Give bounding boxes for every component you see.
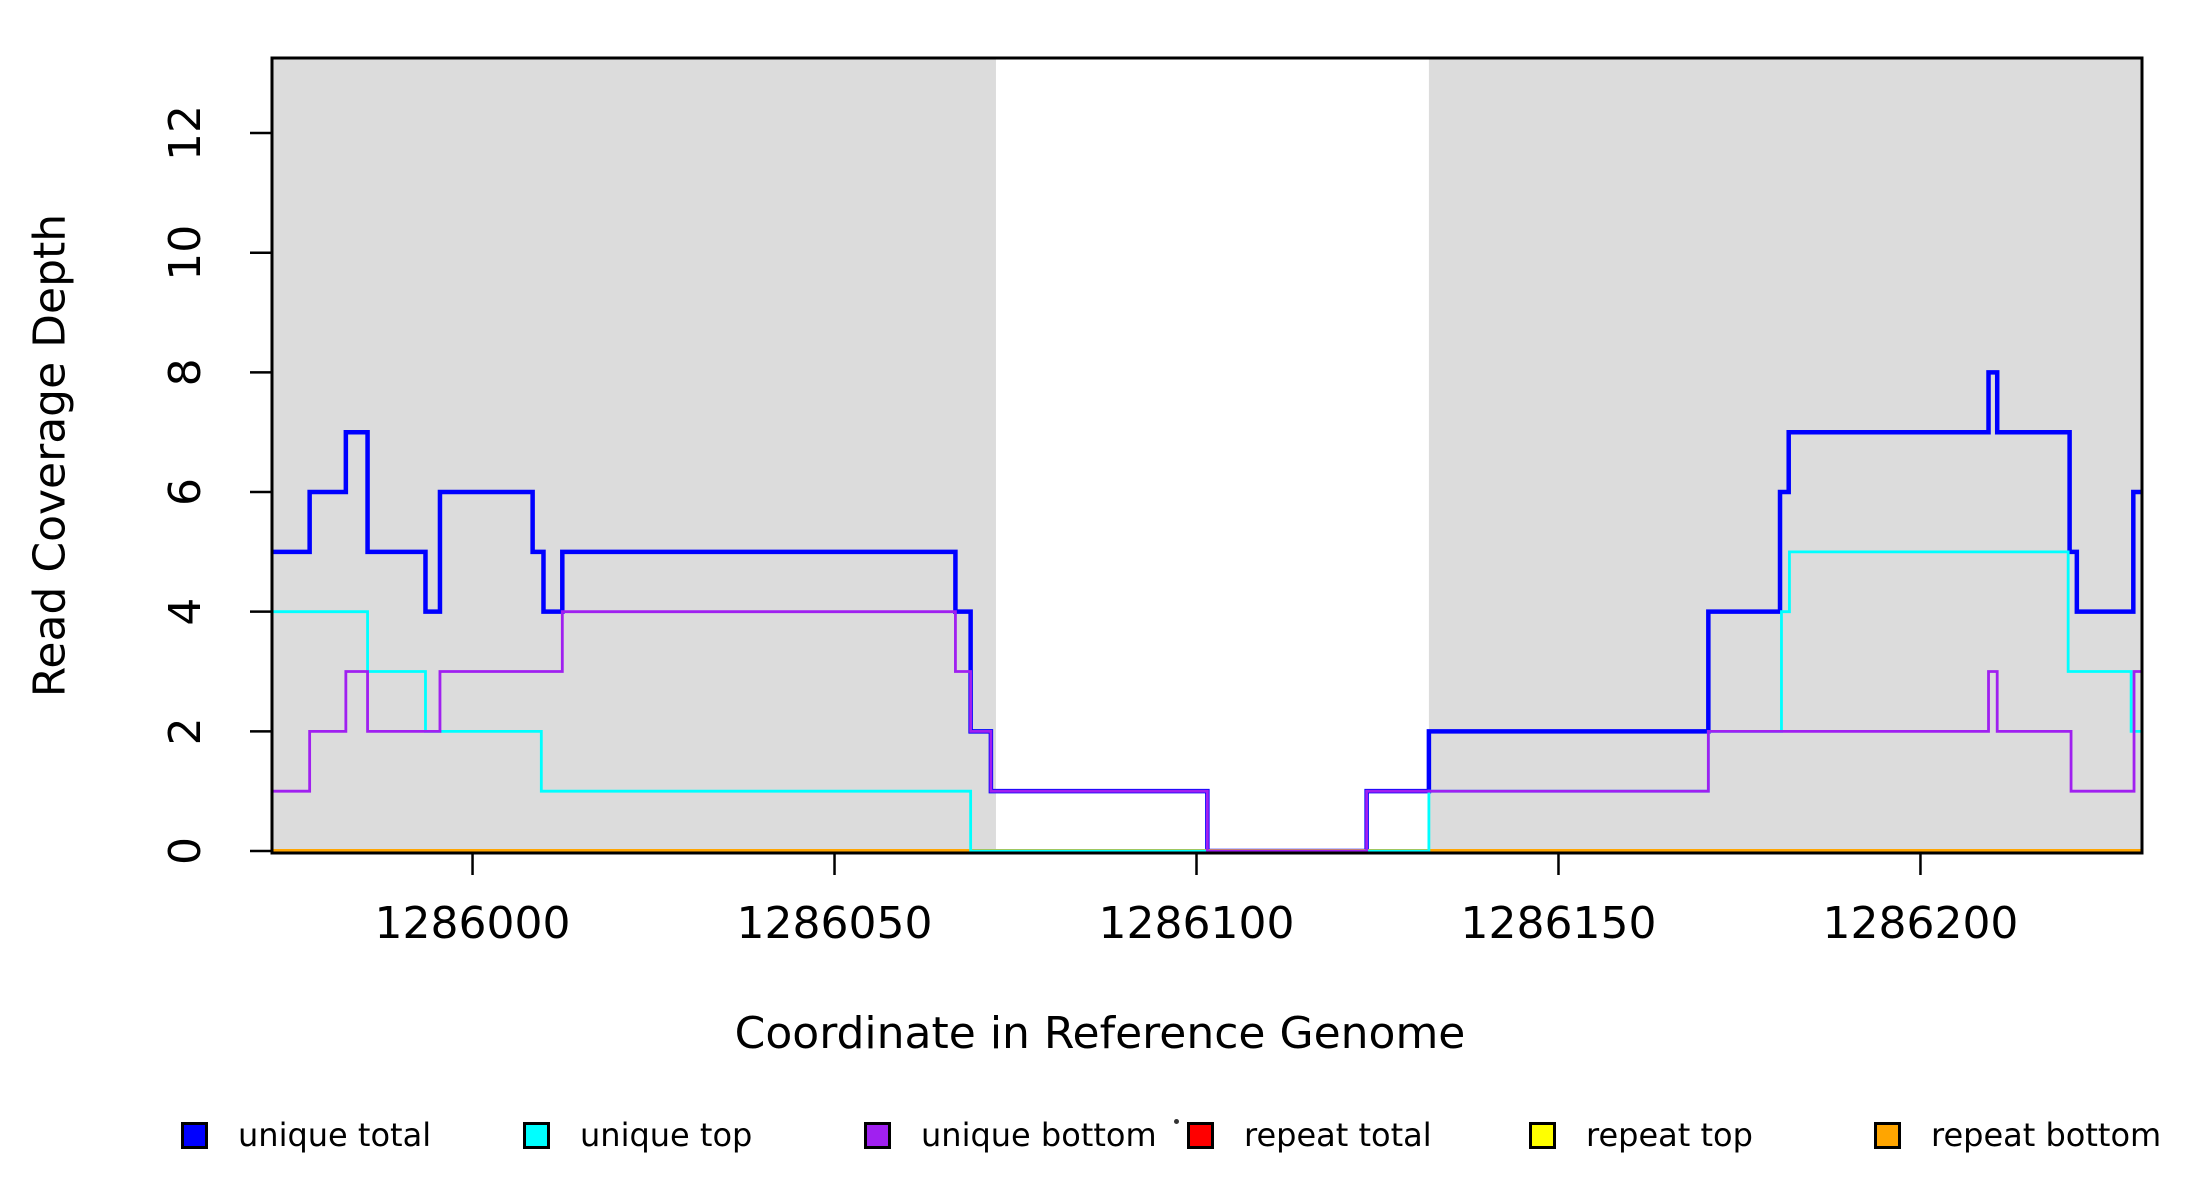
y-tick-label: 8: [160, 358, 211, 386]
x-tick-label: 1286150: [1461, 898, 1657, 949]
x-tick-label: 1286200: [1822, 898, 2018, 949]
legend-item-repeat-top: repeat top: [1529, 1108, 1753, 1162]
y-tick-label: 2: [160, 717, 211, 745]
legend-item-unique-bottom: unique bottom: [864, 1108, 1157, 1162]
series-line-unique-bottom: [272, 610, 2142, 853]
x-tick-label: 1286100: [1099, 898, 1295, 949]
y-tick-label: 6: [160, 478, 211, 506]
legend-swatch-unique-top: [523, 1121, 550, 1149]
legend-item-repeat-bottom: repeat bottom: [1874, 1108, 2161, 1162]
legend-label: repeat top: [1586, 1116, 1753, 1154]
shaded-regions: [272, 58, 2142, 853]
legend: unique total unique top unique bottom repea…: [0, 1108, 2200, 1162]
legend-swatch-unique-bottom: [864, 1121, 891, 1149]
series-lines: [272, 370, 2142, 854]
y-axis-title: Read Coverage Depth: [24, 213, 76, 698]
legend-swatch-unique-total: [181, 1121, 208, 1149]
right-unique-region: [1428, 58, 2142, 853]
legend-label: repeat total: [1244, 1116, 1432, 1154]
y-tick-label: 4: [160, 598, 211, 626]
legend-swatch-repeat-total: [1187, 1121, 1214, 1149]
left-unique-region: [272, 58, 996, 853]
x-tick-label: 1286050: [737, 898, 933, 949]
stray-dot: [1174, 1119, 1179, 1124]
y-tick-label: 12: [160, 105, 211, 161]
legend-label: repeat bottom: [1931, 1116, 2162, 1154]
y-axis-ticks: 0 2 4 6 8 10 12: [160, 105, 272, 865]
x-tick-label: 1286000: [375, 898, 571, 949]
legend-item-unique-total: unique total: [181, 1108, 431, 1162]
legend-swatch-repeat-top: [1529, 1121, 1556, 1149]
legend-label: unique total: [238, 1116, 432, 1154]
legend-swatch-repeat-bottom: [1874, 1121, 1901, 1149]
x-axis-ticks: 1286000 1286050 1286100 1286150 1286200: [375, 853, 2018, 949]
y-tick-label: 10: [160, 225, 211, 281]
legend-item-repeat-total: repeat total: [1187, 1108, 1432, 1162]
x-axis-title: Coordinate in Reference Genome: [734, 1008, 1466, 1059]
y-tick-label: 0: [160, 837, 211, 865]
plot-border: [270, 56, 2144, 855]
legend-label: unique bottom: [921, 1116, 1157, 1154]
legend-label: unique top: [580, 1116, 753, 1154]
legend-item-unique-top: unique top: [523, 1108, 752, 1162]
